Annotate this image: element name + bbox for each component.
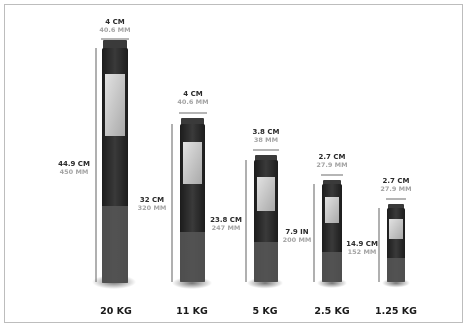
plate-label-panel	[257, 177, 275, 211]
weight-label: 11 KG	[176, 306, 208, 317]
diameter-secondary: 450 MM	[60, 168, 89, 176]
plate-lower-band	[254, 242, 278, 282]
weight-label: 1.25 KG	[375, 306, 417, 317]
plate-lower-band	[322, 252, 342, 282]
plate-1-25kg: 2.7 CM 27.9 MM 14.9 CM 152 MM 1.25 KG	[346, 177, 417, 317]
plate-lower-band	[102, 206, 128, 283]
plate-label-panel	[389, 219, 403, 239]
diameter-secondary: 320 MM	[138, 204, 167, 212]
thickness-secondary: 40.6 MM	[99, 26, 130, 34]
thickness-primary: 2.7 CM	[319, 153, 346, 161]
thickness-primary: 4 CM	[183, 90, 202, 98]
plate-label-panel	[105, 74, 125, 136]
thickness-secondary: 38 MM	[254, 136, 278, 144]
weight-label: 20 KG	[100, 306, 132, 317]
diagram-frame	[4, 4, 463, 323]
diameter-primary: 14.9 CM	[346, 240, 378, 248]
plate-top-cap	[103, 40, 127, 50]
plate-lower-band	[387, 258, 405, 282]
diameter-primary: 44.9 CM	[58, 160, 90, 168]
thickness-primary: 4 CM	[105, 18, 124, 26]
diameter-primary: 23.8 CM	[210, 216, 242, 224]
diameter-secondary: 247 MM	[212, 224, 241, 232]
plate-label-panel	[325, 197, 339, 223]
thickness-secondary: 40.6 MM	[177, 98, 208, 106]
diameter-primary: 32 CM	[140, 196, 164, 204]
plate-5kg: 3.8 CM 38 MM 23.8 CM 247 MM 5 KG	[210, 128, 283, 317]
weight-label: 5 KG	[252, 306, 277, 317]
thickness-primary: 3.8 CM	[253, 128, 280, 136]
thickness-secondary: 27.9 MM	[316, 161, 347, 169]
plate-20kg: 4 CM 40.6 MM 44.9 CM 450 MM 20 KG	[58, 18, 136, 317]
weight-label: 2.5 KG	[314, 306, 349, 317]
plate-lower-band	[180, 232, 205, 282]
plate-2-5kg: 2.7 CM 27.9 MM 7.9 IN 200 MM 2.5 KG	[283, 153, 350, 317]
diameter-secondary: 200 MM	[283, 236, 312, 244]
plate-11kg: 4 CM 40.6 MM 32 CM 320 MM 11 KG	[138, 90, 212, 317]
plate-label-panel	[183, 142, 202, 184]
diameter-secondary: 152 MM	[348, 248, 377, 256]
diameter-primary: 7.9 IN	[285, 228, 308, 236]
thickness-secondary: 27.9 MM	[380, 185, 411, 193]
thickness-primary: 2.7 CM	[383, 177, 410, 185]
